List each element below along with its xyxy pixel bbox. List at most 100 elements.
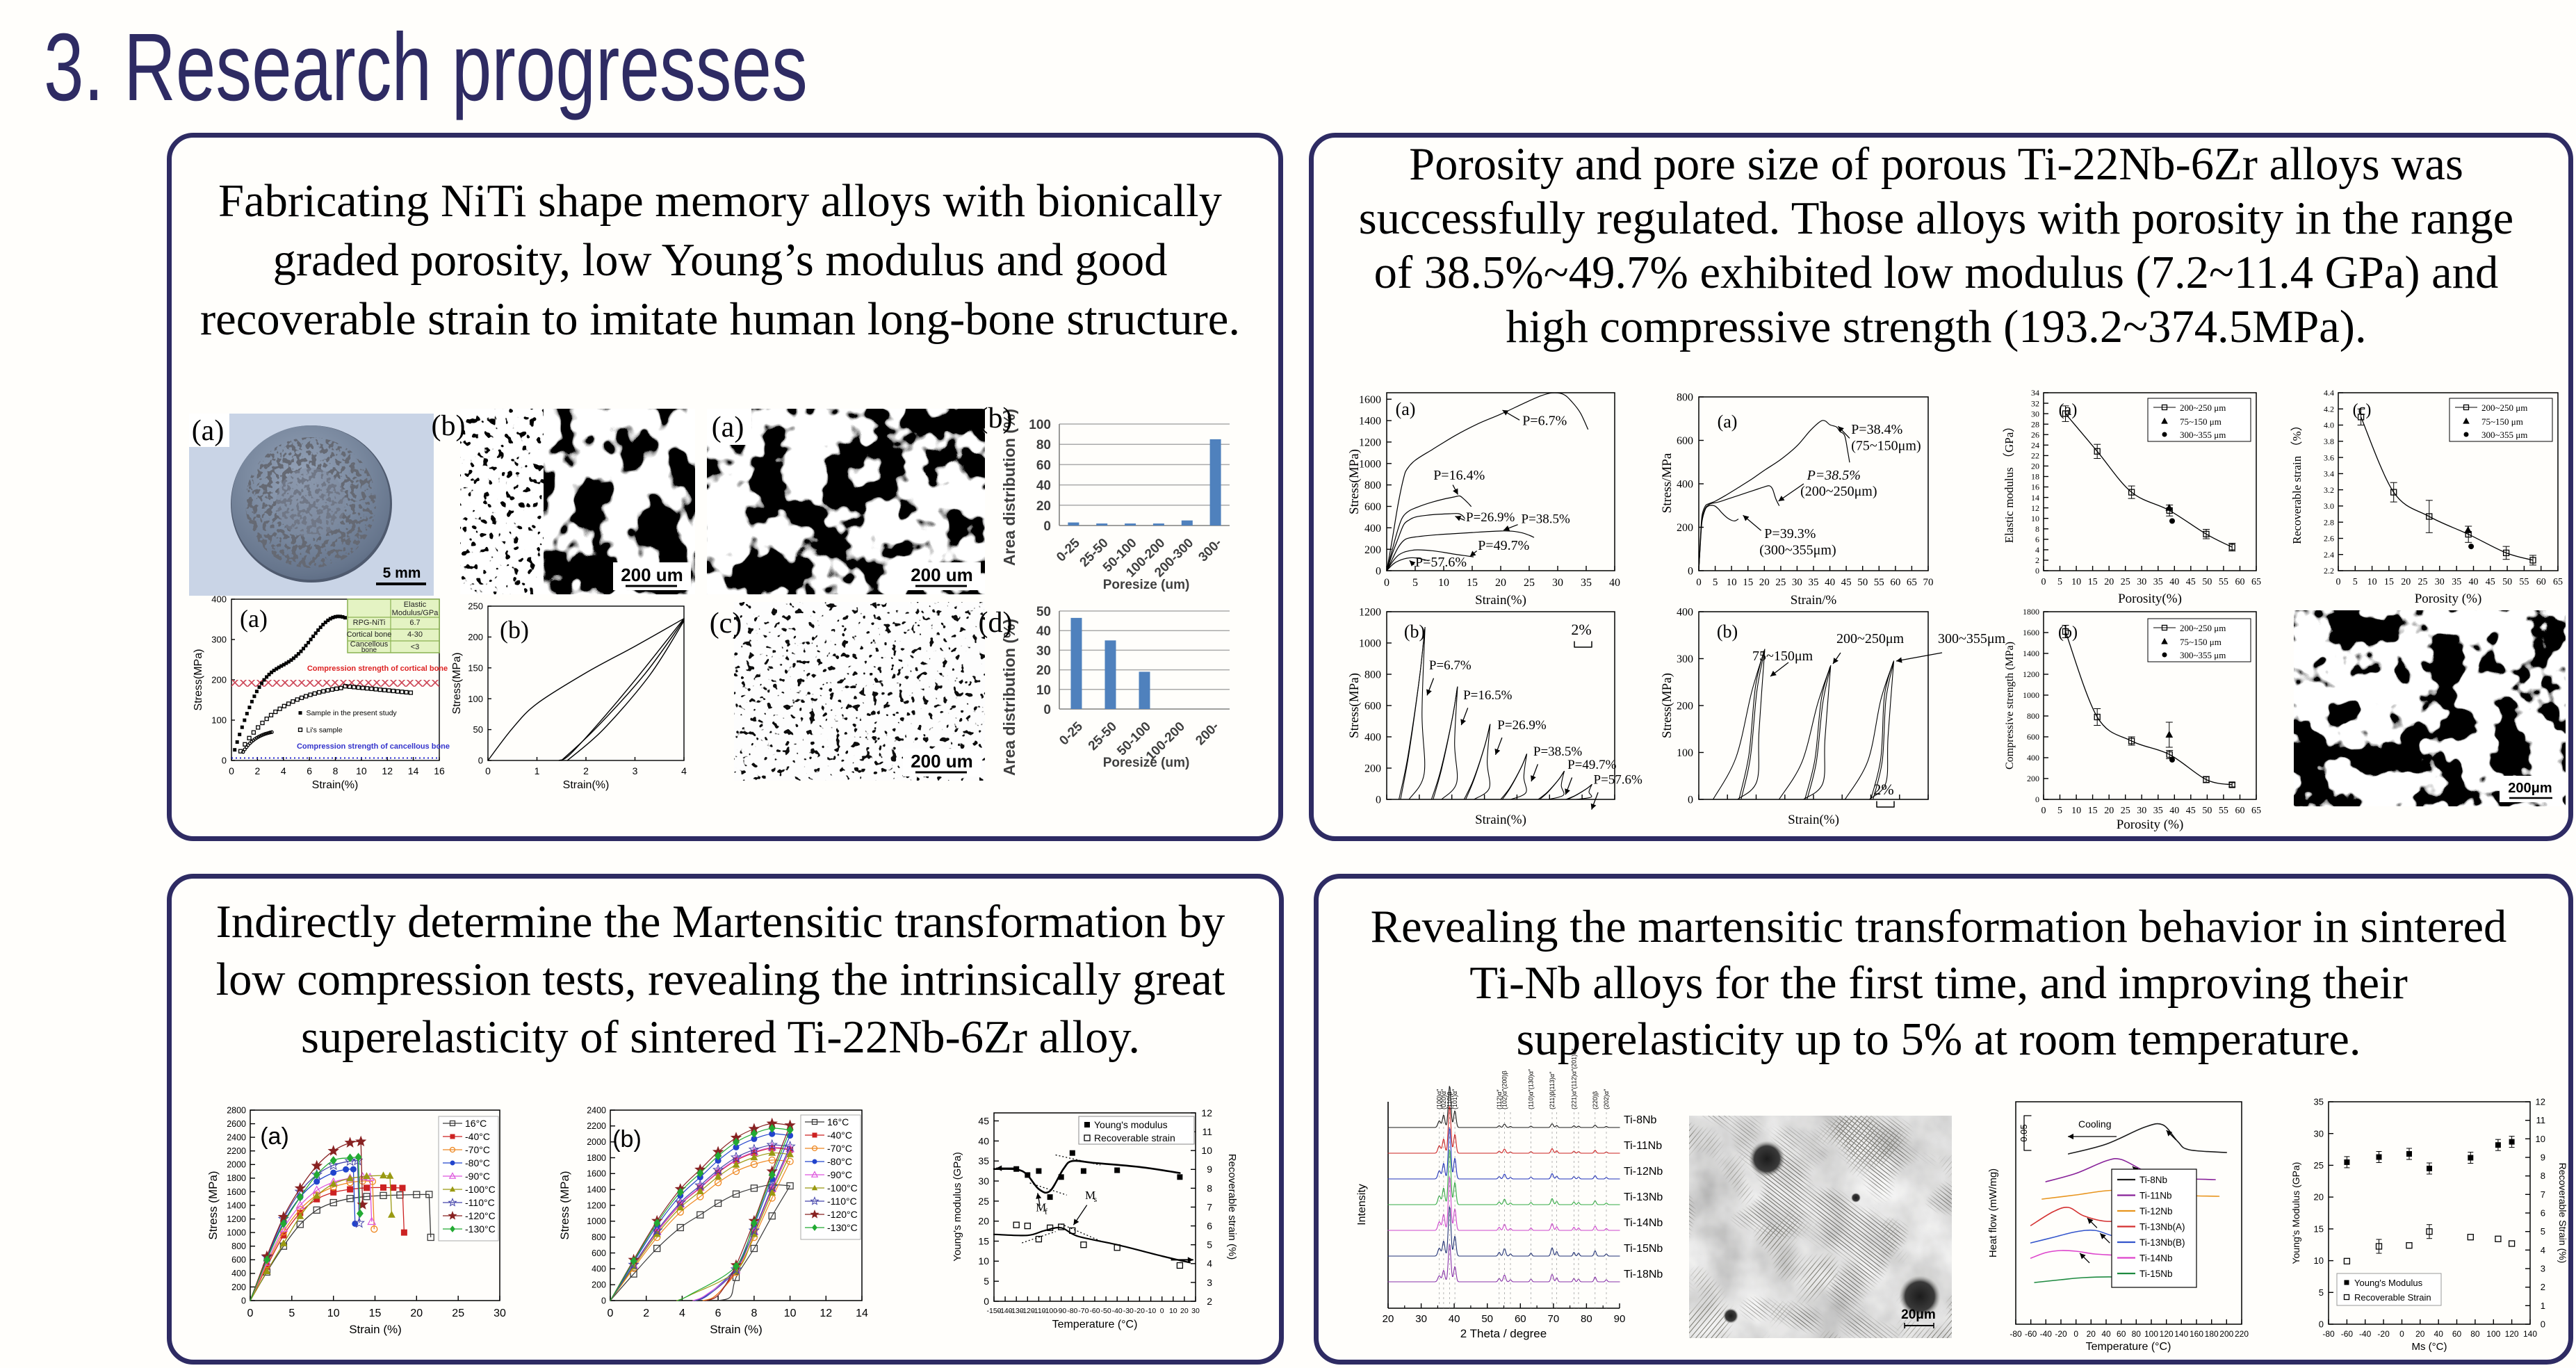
svg-text:20: 20 [1036, 664, 1051, 678]
svg-text:(110)α″(130)α″: (110)α″(130)α″ [1528, 1068, 1535, 1109]
svg-text:4: 4 [281, 765, 286, 776]
svg-text:800: 800 [1677, 392, 1693, 404]
svg-text:14: 14 [408, 765, 419, 776]
svg-text:35: 35 [978, 1155, 989, 1166]
svg-text:160: 160 [2190, 1329, 2203, 1339]
svg-text:(110)β: (110)β [1446, 1091, 1453, 1109]
svg-text:1200: 1200 [1359, 437, 1381, 449]
svg-text:1400: 1400 [587, 1185, 606, 1195]
svg-text:8: 8 [1207, 1182, 1212, 1194]
svg-text:Li's sample: Li's sample [307, 726, 343, 734]
svg-text:20: 20 [1036, 499, 1051, 514]
svg-text:60: 60 [2235, 806, 2245, 816]
svg-text:600: 600 [1364, 501, 1381, 513]
svg-text:s: s [1093, 1194, 1097, 1204]
svg-text:-40°C: -40°C [465, 1131, 490, 1142]
svg-text:30: 30 [494, 1308, 506, 1319]
svg-text:(220)β: (220)β [1592, 1091, 1599, 1109]
svg-text:7: 7 [2541, 1189, 2545, 1200]
svg-text:25: 25 [452, 1308, 464, 1319]
svg-text:400: 400 [1364, 732, 1381, 744]
svg-text:3: 3 [2541, 1264, 2545, 1274]
svg-text:P=57.6%: P=57.6% [1415, 555, 1467, 570]
svg-text:0: 0 [1160, 1307, 1164, 1315]
svg-text:65: 65 [2553, 577, 2563, 587]
svg-text:M: M [1085, 1189, 1095, 1202]
svg-text:65: 65 [1907, 577, 1917, 588]
svg-text:Ti-14Nb: Ti-14Nb [1624, 1217, 1663, 1229]
svg-text:20: 20 [1759, 577, 1770, 588]
svg-text:1600: 1600 [2023, 628, 2039, 637]
svg-text:-40: -40 [2359, 1329, 2372, 1339]
svg-text:10: 10 [784, 1308, 797, 1319]
svg-text:P=16.4%: P=16.4% [1433, 468, 1485, 483]
svg-text:-130: -130 [1009, 1307, 1024, 1315]
svg-text:10: 10 [1438, 577, 1449, 589]
svg-text:5: 5 [1207, 1239, 1212, 1251]
svg-text:20: 20 [1495, 577, 1506, 589]
svg-text:30: 30 [1415, 1313, 1427, 1325]
svg-text:-100°C: -100°C [827, 1182, 858, 1194]
svg-text:-50: -50 [1101, 1307, 1111, 1315]
svg-text:5: 5 [2057, 806, 2062, 816]
svg-text:60: 60 [2117, 1329, 2126, 1339]
svg-text:140: 140 [2174, 1329, 2188, 1339]
svg-text:6.7: 6.7 [409, 619, 420, 627]
svg-text:Recoverable strain: Recoverable strain [1094, 1132, 1175, 1143]
svg-text:45: 45 [978, 1115, 989, 1126]
svg-text:140: 140 [2523, 1329, 2537, 1339]
svg-text:(a): (a) [240, 605, 268, 633]
svg-text:5: 5 [984, 1276, 989, 1287]
svg-text:2.6: 2.6 [2324, 534, 2334, 544]
svg-text:Stress(MPa): Stress(MPa) [1660, 673, 1674, 738]
svg-text:75~150μm: 75~150μm [1752, 649, 1813, 664]
svg-text:600: 600 [1364, 701, 1381, 712]
svg-text:1400: 1400 [1359, 416, 1381, 427]
svg-text:4: 4 [679, 1308, 685, 1319]
svg-text:40: 40 [1609, 577, 1620, 589]
svg-text:Stress(MPa): Stress(MPa) [451, 653, 463, 715]
svg-text:25: 25 [2418, 577, 2428, 587]
svg-text:50: 50 [2202, 806, 2212, 816]
svg-text:200: 200 [211, 675, 227, 685]
svg-text:30: 30 [2314, 1128, 2324, 1139]
svg-text:3: 3 [1207, 1277, 1212, 1288]
svg-text:8: 8 [2541, 1171, 2545, 1181]
svg-text:300~355 μm: 300~355 μm [2180, 430, 2226, 440]
svg-text:100: 100 [2486, 1329, 2500, 1339]
svg-text:20: 20 [1383, 1313, 1394, 1325]
svg-text:0: 0 [2041, 806, 2046, 816]
svg-text:15: 15 [2088, 577, 2098, 587]
svg-text:100: 100 [2144, 1329, 2158, 1339]
svg-text:(200~250μm): (200~250μm) [1800, 484, 1877, 499]
svg-text:5: 5 [1713, 577, 1718, 588]
svg-text:-100°C: -100°C [465, 1184, 496, 1195]
svg-text:60: 60 [2235, 577, 2245, 587]
svg-text:55: 55 [2219, 577, 2228, 587]
svg-text:0: 0 [1696, 577, 1702, 588]
svg-text:20: 20 [2415, 1329, 2425, 1339]
svg-text:70: 70 [1548, 1313, 1560, 1325]
svg-text:0: 0 [2035, 795, 2039, 804]
svg-text:220: 220 [2235, 1329, 2249, 1339]
svg-text:35: 35 [2452, 577, 2461, 587]
svg-text:P=16.5%: P=16.5% [1463, 688, 1513, 703]
svg-text:0: 0 [1376, 795, 1381, 806]
svg-text:3.0: 3.0 [2324, 501, 2334, 511]
svg-text:1200: 1200 [227, 1214, 246, 1224]
svg-text:24: 24 [2031, 441, 2039, 450]
svg-text:2200: 2200 [587, 1121, 606, 1131]
svg-text:11: 11 [1202, 1126, 1212, 1137]
svg-text:-10: -10 [1146, 1307, 1156, 1315]
svg-text:15: 15 [369, 1308, 382, 1319]
svg-text:200: 200 [1677, 522, 1693, 534]
svg-text:Stress(MPa): Stress(MPa) [1347, 449, 1362, 514]
svg-text:40: 40 [2101, 1329, 2111, 1339]
svg-text:200: 200 [231, 1282, 246, 1292]
svg-text:1400: 1400 [2023, 649, 2039, 658]
svg-text:50: 50 [1857, 577, 1868, 588]
svg-text:6: 6 [2541, 1208, 2545, 1219]
svg-text:5: 5 [2057, 577, 2062, 587]
svg-text:-90°C: -90°C [827, 1169, 852, 1180]
svg-text:Compressive strength (MPa): Compressive strength (MPa) [2004, 642, 2016, 770]
